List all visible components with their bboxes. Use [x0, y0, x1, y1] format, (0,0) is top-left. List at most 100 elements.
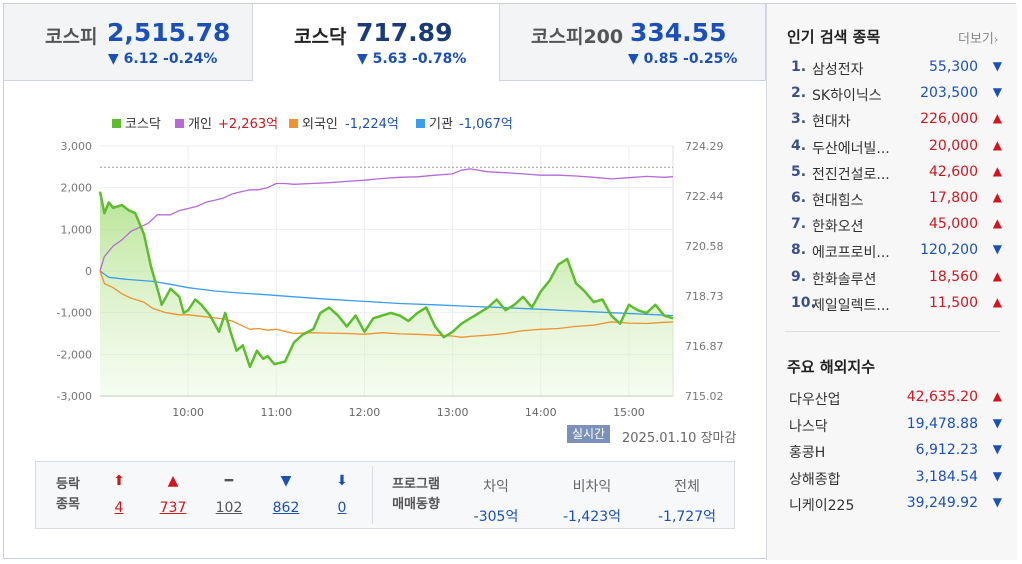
index-name: 상해종합: [789, 471, 841, 488]
x-tick-label: 12:00: [349, 406, 381, 419]
legend-value: +2,263억: [218, 117, 278, 132]
x-tick-label: 14:00: [525, 406, 557, 419]
overseas-item[interactable]: 상해종합 3,184.54 ▼: [787, 465, 1002, 491]
stock-price: 120,200: [920, 242, 978, 259]
stock-name: 삼성전자: [812, 62, 864, 78]
down-arrow-icon: ▼: [992, 442, 1002, 456]
index-name: 홍콩H: [789, 445, 826, 461]
index-price: 39,249.92: [906, 495, 978, 511]
stock-name: 한화오션: [812, 219, 864, 236]
program-label-1: 프로그램: [392, 477, 440, 492]
up-arrow-icon: ▲: [992, 190, 1002, 204]
overseas-title: 주요 해외지수: [787, 358, 876, 376]
index-price: 6,912.23: [915, 442, 978, 458]
popular-item[interactable]: 4. 두산에너빌... 20,000 ▲: [787, 134, 1002, 160]
stock-name: 두산에너빌...: [812, 140, 890, 157]
down-arrow-icon: ▼: [280, 473, 292, 489]
program-arbitrage: 차익 -305억: [451, 476, 541, 526]
tab-kosdaq[interactable]: 코스닥 717.89 ▼ 5.63 -0.78%: [253, 4, 500, 81]
more-link[interactable]: 더보기›: [958, 28, 998, 47]
popular-item[interactable]: 8. 에코프로비... 120,200 ▼: [787, 238, 1002, 264]
stock-price: 11,500: [929, 294, 978, 311]
program-total: 전체 -1,727억: [642, 476, 732, 526]
rank: 4.: [791, 137, 807, 154]
legend-label: 코스닥: [125, 117, 161, 132]
stock-name: SK하이닉스: [812, 88, 882, 105]
breadth-count: 102: [215, 500, 243, 516]
popular-title: 인기 검색 종목: [787, 28, 881, 46]
tab-kospi[interactable]: 코스피 2,515.78 ▼ 6.12 -0.24%: [4, 4, 253, 81]
tab-name: 코스피: [45, 26, 98, 48]
legend-label: 외국인: [302, 117, 338, 132]
institution-line: [99, 270, 674, 317]
popular-item[interactable]: 3. 현대차 226,000 ▲: [787, 107, 1002, 133]
x-tick-label: 11:00: [260, 406, 292, 419]
breadth-item[interactable]: ▼ 862: [261, 470, 311, 516]
realtime-badge[interactable]: 실시간: [567, 425, 610, 443]
y-right-tick-label: 720.58: [685, 240, 724, 253]
stock-name: 제일일렉트...: [812, 297, 890, 314]
up-arrow-icon: ▲: [992, 389, 1002, 403]
down-arrow-icon: ▼: [992, 242, 1002, 257]
legend-value: -1,067억: [459, 117, 513, 132]
index-name: 다우산업: [789, 392, 841, 408]
index-tabs: 코스피 2,515.78 ▼ 6.12 -0.24% 코스닥 717.89 ▼ …: [4, 4, 766, 81]
stock-price: 226,000: [920, 111, 978, 128]
index-name: 나스닥: [789, 418, 828, 435]
y-right-tick-label: 718.73: [685, 290, 724, 303]
up-arrow-icon: ▲: [992, 294, 1002, 309]
popular-item[interactable]: 2. SK하이닉스 203,500 ▼: [787, 81, 1002, 107]
stock-price: 45,000: [929, 216, 978, 233]
x-tick-label: 15:00: [613, 406, 645, 419]
tab-kospi200[interactable]: 코스피200 334.55 ▼ 0.85 -0.25%: [500, 4, 766, 81]
overseas-item[interactable]: 홍콩H 6,912.23 ▼: [787, 438, 1002, 464]
down-arrow-icon: ▼: [992, 59, 1002, 73]
overseas-item[interactable]: 니케이225 39,249.92 ▼: [787, 491, 1002, 517]
breadth-item[interactable]: ▲ 737: [148, 470, 198, 516]
legend-swatch: [416, 119, 425, 128]
program-value: -1,727억: [657, 509, 716, 525]
program-value: -305억: [473, 509, 519, 525]
more-label: 더보기: [958, 32, 994, 47]
legend-label: 개인: [188, 117, 212, 132]
individual-line: [99, 168, 674, 272]
market-date: 2025.01.10 장마감: [622, 431, 737, 446]
popular-item[interactable]: 7. 한화오션 45,000 ▲: [787, 212, 1002, 238]
tab-change: ▼ 5.63 -0.78%: [357, 51, 467, 67]
breadth-item[interactable]: ⬇ 0: [317, 470, 367, 516]
legend-label: 기관: [429, 117, 453, 132]
index-name: 니케이225: [789, 498, 855, 514]
popular-item[interactable]: 9. 한화솔루션 18,560 ▲: [787, 265, 1002, 291]
up-arrow-icon: ▲: [992, 268, 1002, 283]
sidebar: 인기 검색 종목 더보기› 1. 삼성전자 55,300 ▼ 2. SK하이닉스 …: [766, 4, 1017, 560]
x-tick-label: 10:00: [172, 406, 204, 419]
legend-swatch: [175, 119, 184, 128]
stock-price: 18,560: [929, 268, 978, 285]
chevron-right-icon: ›: [993, 33, 999, 46]
popular-item[interactable]: 5. 전진건설로... 42,600 ▲: [787, 160, 1002, 186]
stock-price: 20,000: [929, 137, 978, 154]
popular-item[interactable]: 1. 삼성전자 55,300 ▼: [787, 55, 1002, 81]
up-arrow-icon: ▲: [992, 111, 1002, 126]
y-left-tick-label: -3,000: [57, 390, 92, 403]
breadth-item[interactable]: ⬆ 4: [94, 470, 144, 516]
program-label-2: 매매동향: [392, 497, 440, 512]
index-price: 3,184.54: [915, 468, 978, 485]
popular-item[interactable]: 10. 제일일렉트... 11,500 ▲: [787, 291, 1002, 317]
breadth-count: 0: [337, 500, 347, 516]
overseas-item[interactable]: 다우산업 42,635.20 ▲: [787, 385, 1002, 411]
up-arrow-icon: ▲: [992, 163, 1002, 178]
breadth-label-2: 종목: [56, 497, 80, 512]
tab-value: 334.55: [630, 18, 727, 47]
y-left-tick-label: 2,000: [61, 182, 93, 195]
breadth-count: 4: [114, 500, 124, 516]
popular-item[interactable]: 6. 현대힘스 17,800 ▲: [787, 186, 1002, 212]
limit-down-icon: ⬇: [336, 473, 348, 489]
kosdaq-line: [98, 191, 674, 369]
down-arrow-icon: ▼: [992, 495, 1002, 509]
breadth-item[interactable]: ━ 102: [204, 470, 254, 516]
y-right-tick-label: 722.44: [685, 190, 724, 203]
overseas-item[interactable]: 나스닥 19,478.88 ▼: [787, 412, 1002, 438]
program-head: 차익: [483, 479, 509, 495]
rank: 10.: [791, 294, 816, 311]
